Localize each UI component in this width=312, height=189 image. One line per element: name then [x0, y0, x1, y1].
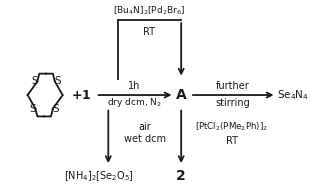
Text: further: further [216, 81, 250, 91]
Text: dry dcm, N$_2$: dry dcm, N$_2$ [107, 96, 162, 109]
Text: RT: RT [143, 27, 155, 37]
Text: 2: 2 [176, 169, 186, 183]
Text: $\mathregular{[PtCl_2(PMe_2Ph)]_2}$: $\mathregular{[PtCl_2(PMe_2Ph)]_2}$ [195, 121, 268, 133]
Text: RT: RT [226, 136, 238, 146]
Text: air: air [139, 122, 152, 132]
Text: $\mathregular{[NH_4]_2[Se_2O_5]}$: $\mathregular{[NH_4]_2[Se_2O_5]}$ [64, 169, 134, 183]
Text: A: A [176, 88, 187, 102]
Text: S: S [54, 76, 61, 86]
Text: stirring: stirring [215, 98, 250, 108]
Text: 1h: 1h [128, 81, 141, 91]
Text: +: + [72, 88, 82, 101]
Text: wet dcm: wet dcm [124, 134, 166, 144]
Text: S: S [31, 76, 38, 86]
Text: Se$_4$N$_4$: Se$_4$N$_4$ [277, 88, 309, 102]
Text: S: S [52, 104, 59, 114]
Text: S: S [29, 104, 36, 114]
Text: $\mathregular{[Bu_4N]_2[Pd_2Br_6]}$: $\mathregular{[Bu_4N]_2[Pd_2Br_6]}$ [113, 4, 185, 17]
Text: 1: 1 [81, 88, 90, 101]
